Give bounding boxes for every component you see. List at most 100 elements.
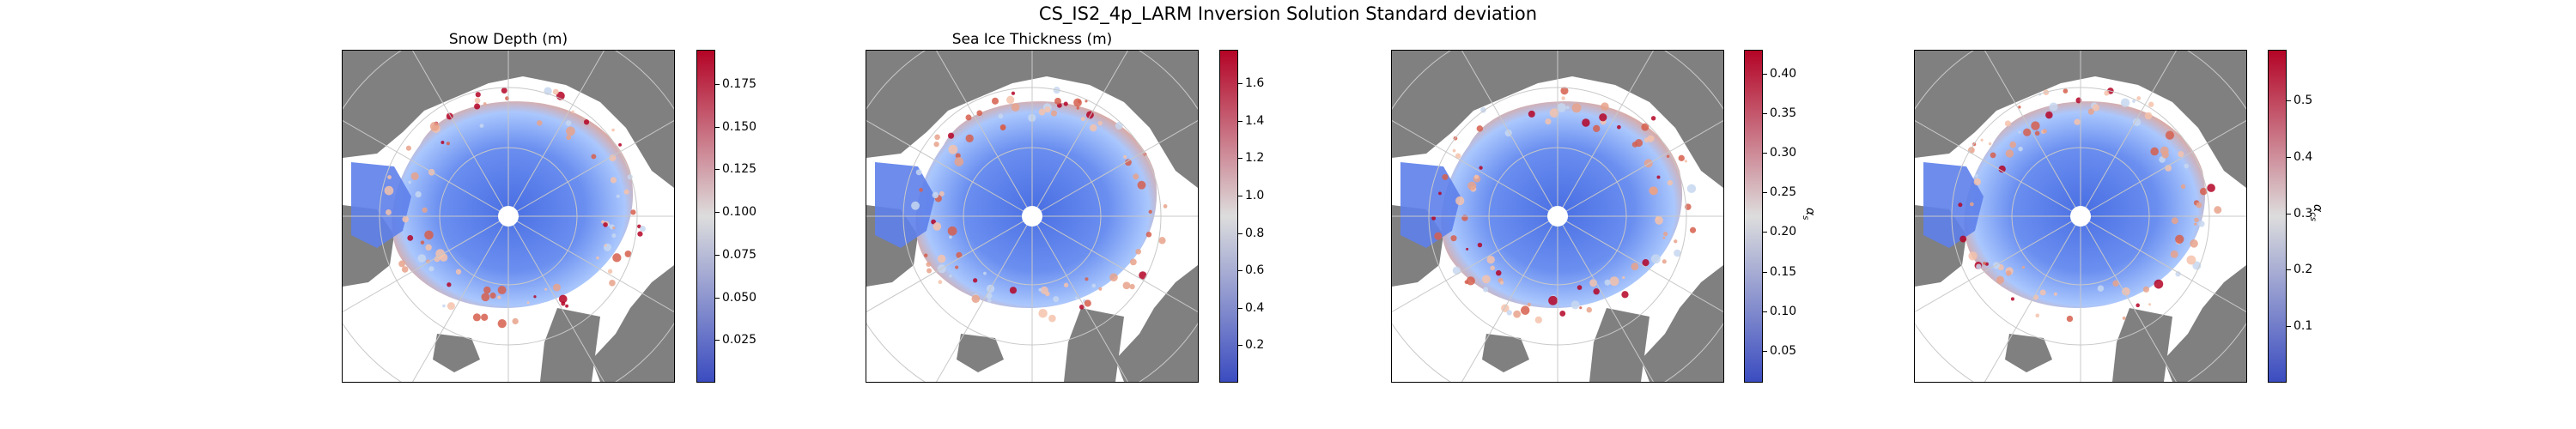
uncertainty-speck	[474, 97, 481, 104]
uncertainty-speck	[1662, 259, 1667, 264]
uncertainty-speck	[426, 259, 430, 264]
uncertainty-speck	[479, 124, 484, 128]
uncertainty-speck	[1054, 97, 1061, 105]
colorbar-tick-mark	[1238, 158, 1242, 160]
colorbar-alpha-s	[1744, 50, 1763, 383]
uncertainty-speck	[422, 207, 428, 213]
meridian-line	[2080, 215, 2246, 313]
colorbar-alpha-cs	[2268, 50, 2287, 383]
uncertainty-speck	[1129, 258, 1137, 266]
uncertainty-speck	[2132, 100, 2136, 103]
uncertainty-speck	[987, 299, 992, 303]
uncertainty-speck	[483, 102, 487, 106]
uncertainty-speck	[2097, 285, 2105, 292]
uncertainty-speck	[915, 169, 922, 176]
map-alpha-cs	[1914, 50, 2247, 383]
uncertainty-speck	[1476, 125, 1484, 132]
uncertainty-speck	[1667, 179, 1674, 186]
uncertainty-speck	[1044, 106, 1051, 113]
uncertainty-speck	[983, 271, 987, 275]
colorbar-tick-label: 1.6	[1245, 76, 1265, 91]
land-mass	[1915, 51, 2246, 382]
uncertainty-speck	[610, 177, 617, 184]
map-sea-ice-thickness	[866, 50, 1199, 383]
uncertainty-speck	[384, 185, 394, 196]
uncertainty-speck	[949, 275, 952, 278]
meridian-line	[507, 119, 674, 217]
uncertainty-speck	[1996, 275, 2005, 284]
uncertainty-speck	[955, 265, 959, 269]
uncertainty-speck	[1496, 269, 1502, 276]
map-canvas	[343, 51, 674, 382]
colorbar-tick-label: 0.100	[722, 205, 757, 220]
uncertainty-speck	[1579, 306, 1583, 310]
uncertainty-speck	[601, 220, 605, 224]
meridian-line	[507, 215, 674, 313]
uncertainty-speck	[447, 302, 455, 311]
uncertainty-speck	[1123, 154, 1127, 159]
uncertainty-speck	[1571, 103, 1582, 113]
colorbar-tick-label: 0.10	[1770, 304, 1797, 318]
land-mass	[1392, 51, 1723, 382]
uncertainty-speck	[1086, 111, 1094, 119]
uncertainty-speck	[2018, 146, 2023, 152]
uncertainty-speck	[1662, 236, 1666, 239]
uncertainty-speck	[440, 140, 445, 144]
uncertainty-speck	[1084, 100, 1088, 103]
uncertainty-speck	[2160, 146, 2169, 155]
meridian-line	[411, 215, 509, 382]
meridian-line	[866, 215, 1033, 313]
uncertainty-speck	[1097, 120, 1103, 126]
uncertainty-speck	[1000, 125, 1005, 131]
uncertainty-speck	[1548, 295, 1558, 305]
sea-ice-field	[915, 101, 1157, 308]
uncertainty-speck	[424, 230, 434, 240]
uncertainty-speck	[2170, 250, 2178, 258]
uncertainty-speck	[1477, 242, 1483, 248]
uncertainty-speck	[1601, 102, 1609, 111]
uncertainty-speck	[949, 235, 952, 239]
uncertainty-speck	[1480, 107, 1486, 113]
uncertainty-speck	[2092, 104, 2100, 112]
uncertainty-speck	[472, 313, 481, 322]
meridian-line	[1392, 215, 1558, 313]
colorbar-tick-label: 0.4	[2293, 149, 2313, 164]
uncertainty-speck	[1490, 265, 1495, 271]
uncertainty-speck	[1557, 103, 1566, 112]
uncertainty-speck	[497, 318, 507, 329]
uncertainty-speck	[2194, 217, 2199, 223]
uncertainty-speck	[387, 175, 392, 179]
uncertainty-speck	[2005, 149, 2014, 158]
uncertainty-speck	[1520, 305, 1530, 315]
uncertainty-speck	[2006, 270, 2012, 276]
pole-hole	[1022, 206, 1042, 227]
uncertainty-speck	[603, 222, 608, 227]
uncertainty-speck	[1674, 239, 1678, 244]
map-snow-depth	[342, 50, 675, 383]
uncertainty-speck	[934, 134, 940, 141]
uncertainty-speck	[565, 120, 572, 126]
uncertainty-speck	[1647, 135, 1655, 142]
uncertainty-speck	[2175, 271, 2181, 277]
uncertainty-speck	[398, 260, 406, 268]
colorbar-tick-mark	[2287, 156, 2291, 158]
uncertainty-speck	[2004, 120, 2012, 127]
uncertainty-speck	[2074, 118, 2081, 125]
uncertainty-speck	[607, 269, 613, 274]
uncertainty-speck	[986, 292, 993, 299]
colorbar-tick-label: 0.175	[722, 76, 757, 91]
uncertainty-speck	[1442, 173, 1449, 180]
uncertainty-speck	[565, 304, 569, 308]
uncertainty-speck	[1163, 204, 1168, 208]
uncertainty-speck	[2154, 279, 2164, 289]
uncertainty-speck	[640, 226, 646, 232]
uncertainty-speck	[1125, 159, 1132, 166]
pole-hole	[2070, 206, 2091, 227]
uncertainty-speck	[1461, 214, 1468, 221]
sea-ice-field	[392, 101, 634, 308]
uncertainty-speck	[2142, 286, 2150, 293]
uncertainty-speck	[2194, 222, 2197, 226]
archipelago-ice	[351, 162, 411, 248]
uncertainty-speck	[2190, 239, 2198, 248]
uncertainty-speck	[2136, 96, 2142, 100]
